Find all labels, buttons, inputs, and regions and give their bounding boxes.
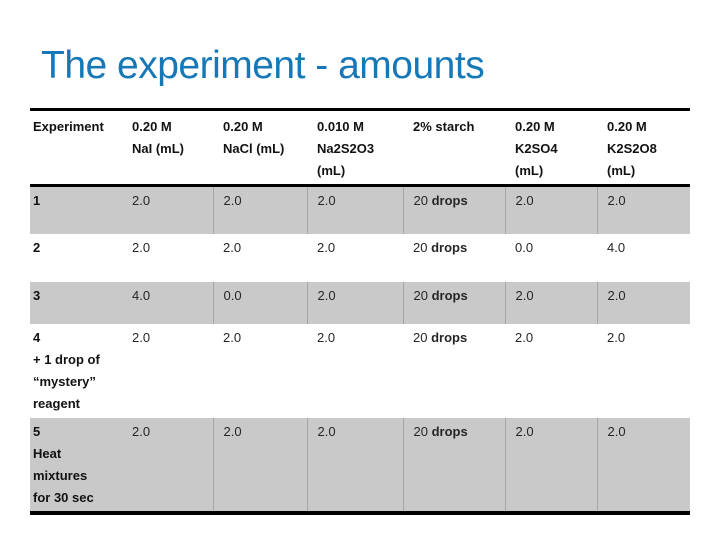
column-header-line: (mL) xyxy=(607,163,636,178)
cell-na2s2o3: 2.0 xyxy=(306,281,403,324)
column-header-line: NaCl (mL) xyxy=(223,141,285,156)
starch-unit: drops xyxy=(431,239,468,255)
column-header-line: Experiment xyxy=(33,119,104,134)
cell-nai: 2.0 xyxy=(132,423,151,439)
column-header-k2so4: 0.20 M K2SO4 (mL) xyxy=(505,110,597,186)
column-header-nai: 0.20 M NaI (mL) xyxy=(122,110,213,186)
cell-experiment: 1 xyxy=(30,186,122,234)
table-header: Experiment 0.20 M NaI (mL) 0.20 M NaCl (mL) 0… xyxy=(30,109,690,186)
column-header-line: NaI (mL) xyxy=(132,141,184,156)
experiment-line: + 1 drop of xyxy=(33,351,100,367)
column-header-nacl: 0.20 M NaCl (mL) xyxy=(213,110,307,186)
table-header-row: Experiment 0.20 M NaI (mL) 0.20 M NaCl (mL) 0… xyxy=(30,109,690,186)
starch-unit: drops xyxy=(431,193,468,208)
cell-starch: 20 drops xyxy=(402,185,505,234)
experiment-line: “mystery” xyxy=(33,373,96,389)
experiment-line: 1 xyxy=(33,193,41,208)
starch-unit: drops xyxy=(431,287,468,303)
column-header-line: (mL) xyxy=(317,163,346,178)
cell-na2s2o3: 2.0 xyxy=(317,329,336,345)
cell-nacl: 0.0 xyxy=(212,281,307,324)
table-body: 1 2.0 2.0 2.0 20 drops 2.0 2.0 2 2.0 2.0 2.0 20 dro… xyxy=(30,185,690,513)
cell-nacl: 2.0 xyxy=(223,329,242,345)
experiment-line: mixtures xyxy=(33,467,88,483)
experiment-line: 2 xyxy=(33,239,41,255)
cell-na2s2o3: 2.0 xyxy=(306,417,403,513)
cell-nacl: 2.0 xyxy=(223,239,242,255)
starch-unit: drops xyxy=(431,423,468,439)
column-header-k2s2o8: 0.20 M K2S2O8 (mL) xyxy=(597,110,690,186)
starch-amount: 20 xyxy=(413,239,432,255)
cell-experiment: 3 xyxy=(30,282,122,324)
column-header-line: Na2S2O3 xyxy=(317,141,375,156)
cell-nai: 2.0 xyxy=(132,329,151,345)
cell-nacl: 2.0 xyxy=(212,185,307,234)
cell-nai: 4.0 xyxy=(132,287,151,303)
cell-k2so4: 2.0 xyxy=(515,329,534,345)
experiment-line: 4 xyxy=(33,329,41,345)
cell-k2s2o8: 2.0 xyxy=(596,417,690,513)
column-header-line: 0.20 M xyxy=(132,119,172,134)
starch-amount: 20 xyxy=(413,423,432,439)
experiment-line: for 30 sec xyxy=(33,489,94,505)
table-row: 2 2.0 2.0 2.0 20 drops 0.0 4.0 xyxy=(30,234,690,282)
starch-amount: 20 xyxy=(413,193,432,208)
cell-starch: 20 drops xyxy=(403,324,505,418)
column-header-experiment: Experiment xyxy=(30,110,122,186)
column-header-starch: 2% starch xyxy=(403,110,505,186)
cell-experiment: 2 xyxy=(30,234,122,282)
cell-k2s2o8: 4.0 xyxy=(607,239,626,255)
cell-k2s2o8: 2.0 xyxy=(607,329,626,345)
cell-experiment: 5 Heat mixtures for 30 sec xyxy=(30,418,122,513)
experiment-line: reagent xyxy=(33,395,80,411)
cell-k2so4: 0.0 xyxy=(515,239,534,255)
cell-k2so4: 2.0 xyxy=(504,185,597,234)
table-row: 4 + 1 drop of “mystery” reagent 2.0 2.0 2.0 20 … xyxy=(30,324,690,418)
cell-k2s2o8: 2.0 xyxy=(596,281,690,324)
cell-starch: 20 drops xyxy=(403,234,505,282)
column-header-line: 0.20 M xyxy=(515,119,555,134)
column-header-line: 2% starch xyxy=(413,119,475,134)
starch-amount: 20 xyxy=(413,287,432,303)
cell-k2s2o8: 2.0 xyxy=(596,185,690,234)
experiment-line: 3 xyxy=(33,287,41,303)
cell-k2so4: 2.0 xyxy=(504,417,597,513)
cell-nai: 2.0 xyxy=(132,239,151,255)
starch-unit: drops xyxy=(431,329,468,345)
column-header-line: 0.010 M xyxy=(317,119,364,134)
cell-nacl: 2.0 xyxy=(212,417,307,513)
experiment-line: 5 xyxy=(33,423,41,439)
cell-starch: 20 drops xyxy=(402,417,505,513)
cell-nai: 2.0 xyxy=(132,193,151,208)
column-header-line: (mL) xyxy=(515,163,544,178)
column-header-line: K2S2O8 xyxy=(607,141,657,156)
column-header-line: 0.20 M xyxy=(223,119,263,134)
cell-na2s2o3: 2.0 xyxy=(306,185,403,234)
experiment-line: Heat xyxy=(33,445,62,461)
starch-amount: 20 xyxy=(413,329,432,345)
column-header-line: K2SO4 xyxy=(515,141,558,156)
table-row: 3 4.0 0.0 2.0 20 drops 2.0 2.0 xyxy=(30,281,690,324)
amounts-table: Experiment 0.20 M NaI (mL) 0.20 M NaCl (mL) 0… xyxy=(30,108,690,515)
cell-k2so4: 2.0 xyxy=(504,281,597,324)
cell-experiment: 4 + 1 drop of “mystery” reagent xyxy=(30,324,122,418)
table-row: 1 2.0 2.0 2.0 20 drops 2.0 2.0 xyxy=(30,185,690,234)
cell-starch: 20 drops xyxy=(402,281,505,324)
column-header-na2s2o3: 0.010 M Na2S2O3 (mL) xyxy=(307,110,403,186)
slide-title: The experiment - amounts xyxy=(41,44,485,87)
cell-na2s2o3: 2.0 xyxy=(317,239,336,255)
column-header-line: 0.20 M xyxy=(607,119,647,134)
table-row: 5 Heat mixtures for 30 sec 2.0 2.0 2.0 20 drops… xyxy=(30,417,690,513)
